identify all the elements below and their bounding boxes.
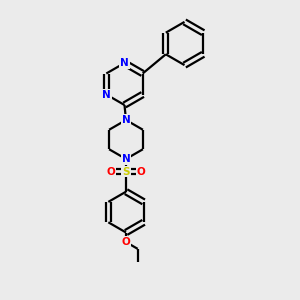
Text: O: O	[122, 237, 130, 247]
Text: N: N	[122, 115, 130, 125]
Text: S: S	[122, 167, 130, 177]
Text: N: N	[102, 89, 111, 100]
Text: N: N	[122, 154, 130, 164]
Text: O: O	[136, 167, 146, 177]
Text: O: O	[106, 167, 116, 177]
Text: N: N	[120, 58, 129, 68]
